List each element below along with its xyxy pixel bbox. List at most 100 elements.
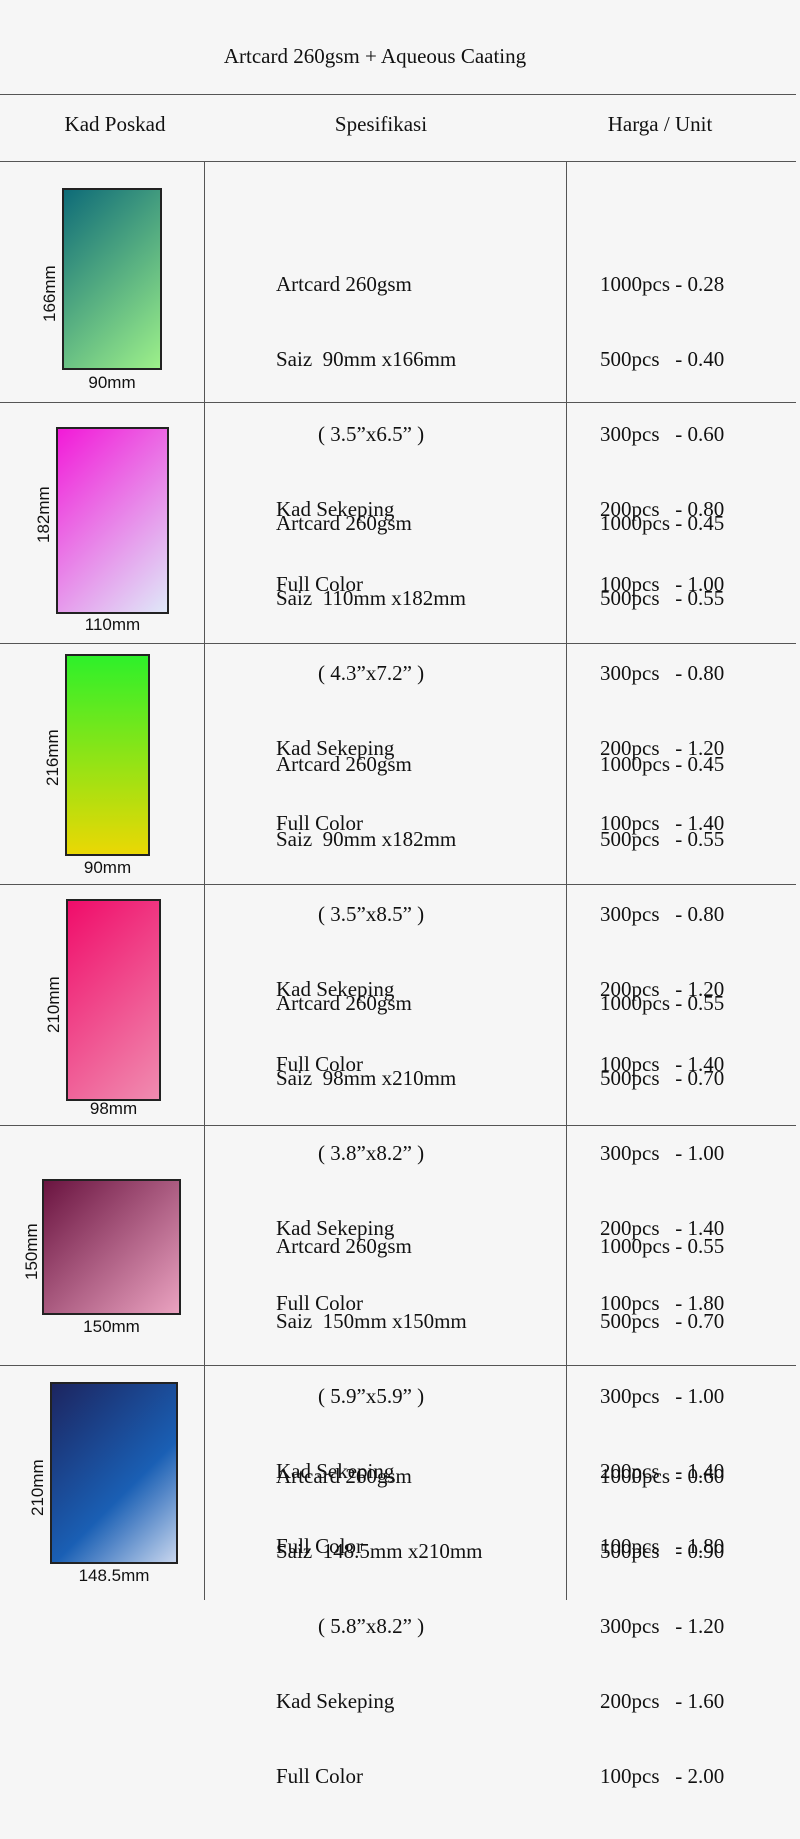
spec-line: Artcard 260gsm	[276, 1234, 412, 1258]
spec-line: Full Color	[276, 811, 363, 835]
card-width-label: 90mm	[88, 373, 136, 392]
postcard-preview: 90mm 166mm	[0, 162, 204, 402]
price-line: 100pcs - 1.80	[600, 1291, 725, 1315]
spec-line: Full Color	[276, 1764, 363, 1788]
price-line: 1000pcs - 0.60	[600, 1464, 725, 1488]
postcard-preview: 110mm 182mm	[0, 403, 204, 643]
card-swatch	[66, 899, 161, 1101]
table-row: 150mm 150mm Artcard 260gsm Saiz 150mm x1…	[0, 1126, 800, 1558]
price-line: 300pcs - 1.00	[600, 1141, 725, 1165]
card-swatch	[62, 188, 162, 370]
spec-line: ( 5.9”x5.9” )	[276, 1384, 425, 1408]
spec-line: Artcard 260gsm	[276, 511, 412, 535]
spec-block: Artcard 260gsm Saiz 110mm x182mm ( 4.3”x…	[276, 461, 466, 886]
card-width-label: 110mm	[84, 615, 141, 634]
row-divider	[0, 1125, 796, 1126]
price-block: 1000pcs - 0.55 500pcs - 0.70 300pcs - 1.…	[600, 941, 724, 1366]
price-line: 100pcs - 1.40	[600, 811, 725, 835]
price-block: 1000pcs - 0.60 500pcs - 0.90 300pcs - 1.…	[600, 1414, 724, 1839]
card-height-label: 210mm	[28, 1459, 47, 1516]
card-swatch	[42, 1179, 181, 1315]
table-row: 110mm 182mm Artcard 260gsm Saiz 110mm x1…	[0, 403, 800, 835]
price-line: 100pcs - 2.00	[600, 1764, 725, 1788]
spec-line: Saiz 148.5mm x210mm	[276, 1539, 483, 1563]
price-line: 200pcs - 1.60	[600, 1689, 725, 1713]
price-line: 200pcs - 1.40	[600, 1459, 725, 1483]
price-line: 1000pcs - 0.55	[600, 1234, 725, 1258]
column-divider-1	[204, 162, 205, 1600]
card-width-label: 150mm	[83, 1317, 140, 1336]
price-line: 1000pcs - 0.45	[600, 752, 725, 776]
price-line: 300pcs - 0.60	[600, 422, 725, 446]
spec-line: Full Color	[276, 1052, 363, 1076]
spec-line: ( 3.5”x6.5” )	[276, 422, 425, 446]
price-line: 300pcs - 0.80	[600, 661, 725, 685]
price-line: 300pcs - 1.00	[600, 1384, 725, 1408]
spec-block: Artcard 260gsm Saiz 148.5mm x210mm ( 5.8…	[276, 1414, 483, 1839]
spec-line: ( 3.5”x8.5” )	[276, 902, 425, 926]
card-width-label: 148.5mm	[78, 1566, 150, 1585]
spec-line: Kad Sekeping	[276, 1689, 395, 1713]
header-harga: Harga / Unit	[607, 112, 713, 136]
postcard-preview: 98mm 210mm	[0, 885, 204, 1125]
spec-line: Artcard 260gsm	[276, 991, 412, 1015]
row-divider	[0, 1365, 796, 1366]
price-line: 200pcs - 1.20	[600, 736, 725, 760]
price-line: 500pcs - 0.90	[600, 1539, 725, 1563]
price-block: 1000pcs - 0.55 500pcs - 0.70 300pcs - 1.…	[600, 1184, 724, 1609]
header-kad-poskad: Kad Poskad	[64, 112, 166, 136]
spec-line: Kad Sekeping	[276, 736, 395, 760]
price-line: 100pcs - 1.00	[600, 572, 725, 596]
price-line: 200pcs - 1.20	[600, 977, 725, 1001]
header-spesifikasi: Spesifikasi	[334, 112, 428, 136]
spec-line: ( 3.8”x8.2” )	[276, 1141, 425, 1165]
postcard-preview: 148.5mm 210mm	[0, 1366, 204, 1606]
card-height-label: 210mm	[44, 976, 63, 1033]
spec-line: Artcard 260gsm	[276, 1464, 412, 1488]
spec-block: Artcard 260gsm Saiz 90mm x166mm ( 3.5”x6…	[276, 222, 456, 647]
price-line: 100pcs - 1.80	[600, 1534, 725, 1558]
column-divider-2	[566, 162, 567, 1600]
spec-block: Artcard 260gsm Saiz 90mm x182mm ( 3.5”x8…	[276, 702, 456, 1127]
spec-line: Saiz 150mm x150mm	[276, 1309, 467, 1333]
spec-line: Saiz 98mm x210mm	[276, 1066, 457, 1090]
card-width-label: 90mm	[83, 858, 132, 877]
price-line: 1000pcs - 0.55	[600, 991, 725, 1015]
price-line: 500pcs - 0.55	[600, 827, 725, 851]
spec-line: Saiz 90mm x182mm	[276, 827, 457, 851]
spec-line: Kad Sekeping	[276, 977, 395, 1001]
price-line: 200pcs - 0.80	[600, 497, 725, 521]
row-divider	[0, 402, 796, 403]
spec-line: Kad Sekeping	[276, 1459, 395, 1483]
spec-line: Saiz 90mm x166mm	[276, 347, 457, 371]
card-height-label: 182mm	[34, 486, 53, 543]
postcard-preview: 150mm 150mm	[0, 1126, 204, 1366]
spec-line: ( 5.8”x8.2” )	[276, 1614, 425, 1638]
spec-line: Full Color	[276, 572, 363, 596]
spec-line: Artcard 260gsm	[276, 272, 412, 296]
price-line: 500pcs - 0.70	[600, 1066, 725, 1090]
card-width-label: 98mm	[89, 1099, 138, 1118]
spec-line: Full Color	[276, 1534, 363, 1558]
spec-line: Kad Sekeping	[276, 1216, 395, 1240]
price-line: 1000pcs - 0.28	[600, 272, 725, 296]
spec-line: ( 4.3”x7.2” )	[276, 661, 425, 685]
price-line: 300pcs - 0.80	[600, 902, 725, 926]
row-divider	[0, 643, 796, 644]
price-line: 100pcs - 1.40	[600, 1052, 725, 1076]
page-title: Artcard 260gsm + Aqueous Caating	[223, 44, 527, 68]
table-row: 148.5mm 210mm Artcard 260gsm Saiz 148.5m…	[0, 1366, 800, 1788]
price-block: 1000pcs - 0.45 500pcs - 0.55 300pcs - 0.…	[600, 702, 724, 1127]
table-top-border	[0, 94, 796, 95]
spec-line: Saiz 110mm x182mm	[276, 586, 466, 610]
price-block: 1000pcs - 0.45 500pcs - 0.55 300pcs - 0.…	[600, 461, 724, 886]
price-line: 500pcs - 0.40	[600, 347, 725, 371]
table-row: 90mm 166mm Artcard 260gsm Saiz 90mm x166…	[0, 162, 800, 596]
price-line: 300pcs - 1.20	[600, 1614, 725, 1638]
price-line: 500pcs - 0.70	[600, 1309, 725, 1333]
spec-line: Kad Sekeping	[276, 497, 395, 521]
spec-line: Artcard 260gsm	[276, 752, 412, 776]
price-line: 1000pcs - 0.45	[600, 511, 725, 535]
card-height-label: 150mm	[22, 1223, 41, 1280]
row-divider	[0, 884, 796, 885]
